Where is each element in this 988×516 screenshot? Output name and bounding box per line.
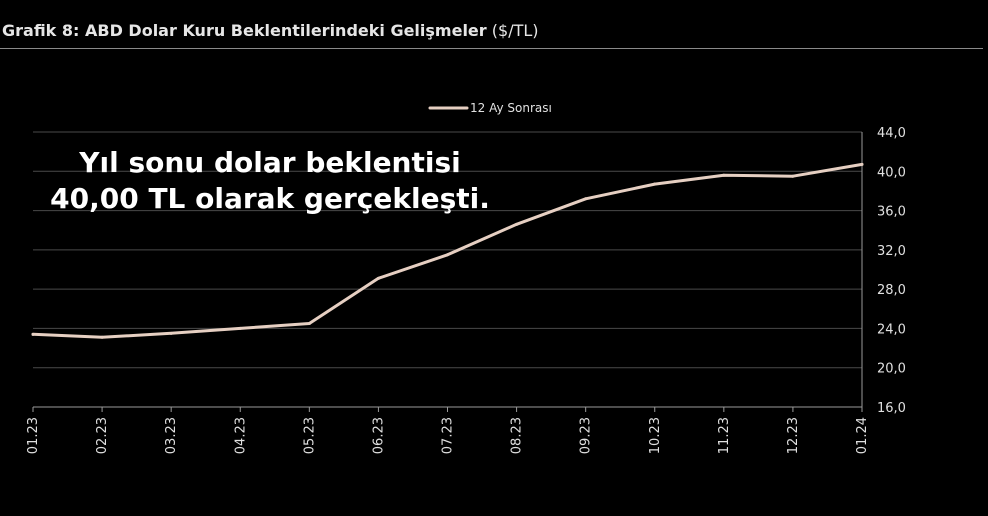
data-point: [238, 326, 242, 330]
series-group: [31, 162, 864, 339]
data-point: [515, 222, 519, 226]
y-tick-label: 40,0: [877, 165, 906, 180]
x-tick-label: 02.23: [95, 417, 110, 454]
title-divider: [0, 48, 983, 49]
data-point: [307, 322, 311, 326]
x-axis-ticks: 01.23 02.23 03.23 04.23 05.23 06.23 07.23 08.23…: [26, 407, 870, 454]
data-point: [31, 332, 35, 336]
data-point: [169, 331, 173, 335]
data-point: [446, 253, 449, 257]
data-point: [653, 182, 657, 186]
y-tick-label: 24,0: [877, 322, 906, 337]
x-tick-label: 04.23: [233, 417, 248, 454]
data-point: [722, 173, 726, 177]
legend-label: 12 Ay Sonrası: [470, 101, 552, 115]
x-tick-label: 07.23: [441, 417, 456, 454]
y-tick-label: 32,0: [877, 244, 906, 259]
annotation-line-1: Yıl sonu dolar beklentisi: [79, 146, 461, 179]
x-tick-label: 08.23: [510, 417, 525, 454]
data-point: [791, 174, 795, 178]
y-tick-label: 28,0: [877, 283, 906, 298]
annotation-line-2: 40,00 TL olarak gerçekleşti.: [50, 182, 490, 215]
data-point: [376, 276, 380, 280]
x-tick-label: 05.23: [302, 417, 317, 454]
data-point: [860, 162, 864, 166]
x-tick-label: 12.23: [786, 417, 801, 454]
legend: 12 Ay Sonrası: [428, 101, 552, 115]
x-tick-label: 03.23: [164, 417, 179, 454]
x-tick-label: 10.23: [648, 417, 663, 454]
y-tick-label: 36,0: [877, 205, 906, 220]
x-tick-label: 11.23: [717, 417, 732, 454]
y-tick-label: 44,0: [877, 126, 906, 141]
data-point: [100, 335, 104, 339]
y-tick-label: 20,0: [877, 362, 906, 377]
x-tick-label: 09.23: [579, 417, 594, 454]
data-point: [584, 197, 588, 201]
x-tick-label: 06.23: [371, 417, 386, 454]
chart-title-unit: ($/TL): [491, 21, 539, 40]
chart-annotation: Yıl sonu dolar beklentisi 40,00 TL olara…: [20, 145, 520, 217]
x-tick-label: 01.24: [855, 417, 870, 454]
x-tick-label: 01.23: [26, 417, 41, 454]
chart-title-text: Grafik 8: ABD Dolar Kuru Beklentilerinde…: [2, 21, 487, 40]
y-tick-label: 16,0: [877, 401, 906, 416]
chart-title: Grafik 8: ABD Dolar Kuru Beklentilerinde…: [2, 21, 539, 40]
y-axis-ticks: 16,0 20,0 24,0 28,0 32,0 36,0 40,0 44,0: [877, 126, 906, 416]
